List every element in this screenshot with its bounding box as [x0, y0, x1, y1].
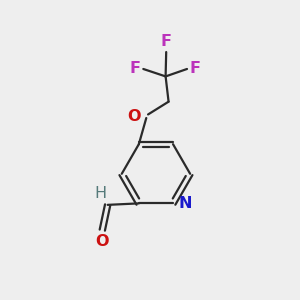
- Text: N: N: [178, 196, 192, 211]
- Text: F: F: [130, 61, 141, 76]
- Text: O: O: [128, 109, 141, 124]
- Text: H: H: [94, 186, 106, 201]
- Text: F: F: [189, 61, 200, 76]
- Text: F: F: [161, 34, 172, 49]
- Text: O: O: [95, 234, 109, 249]
